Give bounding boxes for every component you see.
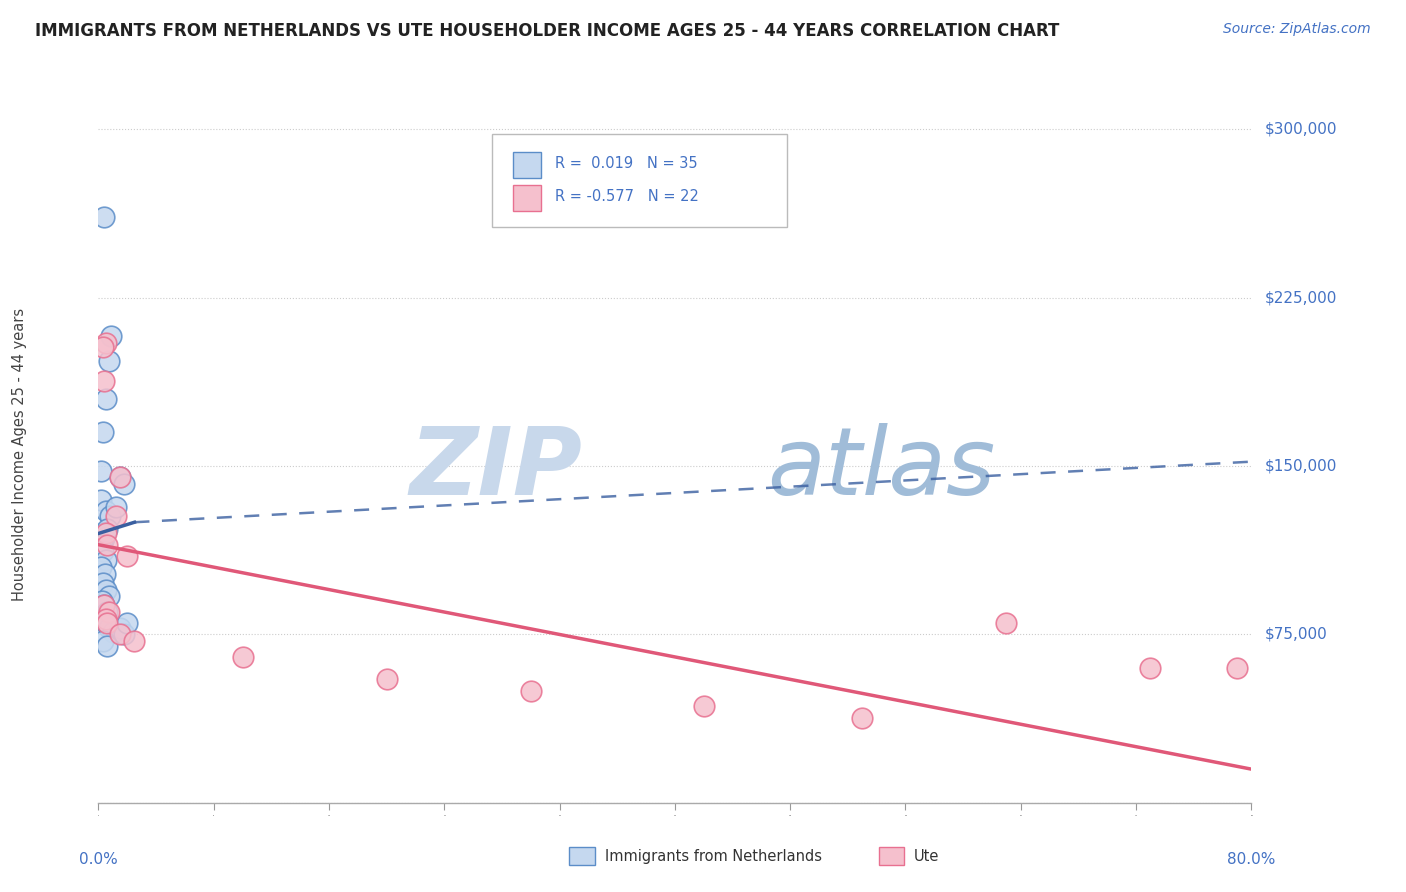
Text: Source: ZipAtlas.com: Source: ZipAtlas.com [1223, 22, 1371, 37]
Point [108, 470, 131, 484]
Point [93, 374, 115, 388]
Point [90, 560, 112, 574]
Point [93, 599, 115, 613]
Point [97, 590, 120, 604]
Point [91, 340, 114, 354]
Text: $75,000: $75,000 [1265, 627, 1329, 642]
Point [96, 605, 118, 619]
Point [93, 544, 115, 558]
Point [995, 616, 1018, 631]
Point [94, 616, 117, 631]
Point [101, 625, 124, 640]
Point [94, 504, 117, 518]
Point [98, 508, 121, 523]
Point [375, 673, 398, 687]
Point [91, 538, 114, 552]
Text: 0.0%: 0.0% [79, 852, 118, 867]
Point [693, 699, 716, 714]
Point [104, 508, 127, 523]
Point [97, 621, 120, 635]
Point [1226, 661, 1249, 675]
Point [96, 582, 118, 597]
Text: IMMIGRANTS FROM NETHERLANDS VS UTE HOUSEHOLDER INCOME AGES 25 - 44 YEARS CORRELA: IMMIGRANTS FROM NETHERLANDS VS UTE HOUSE… [35, 22, 1060, 40]
Point [94, 392, 117, 406]
Point [94, 526, 117, 541]
Point [97, 353, 120, 368]
Text: atlas: atlas [768, 424, 995, 515]
Point [93, 599, 115, 613]
Text: $150,000: $150,000 [1265, 458, 1337, 474]
Point [94, 335, 117, 350]
Point [94, 566, 117, 581]
Point [104, 500, 127, 514]
Point [91, 526, 114, 541]
Point [100, 329, 122, 343]
Point [1139, 661, 1161, 675]
Text: Householder Income Ages 25 - 44 years: Householder Income Ages 25 - 44 years [11, 309, 27, 601]
Point [117, 616, 138, 631]
Point [231, 649, 254, 664]
Point [91, 425, 114, 440]
Point [93, 612, 115, 626]
Text: $225,000: $225,000 [1265, 290, 1337, 305]
Point [91, 575, 114, 590]
Point [108, 621, 131, 635]
Point [94, 553, 117, 567]
Point [91, 594, 114, 608]
Point [90, 492, 112, 507]
Text: 80.0%: 80.0% [1227, 852, 1275, 867]
Text: $300,000: $300,000 [1265, 122, 1337, 137]
Text: R =  0.019   N = 35: R = 0.019 N = 35 [555, 156, 697, 170]
Point [97, 605, 120, 619]
Point [96, 616, 118, 631]
Point [93, 210, 115, 224]
Point [93, 531, 115, 545]
Point [96, 522, 118, 536]
Point [108, 627, 131, 641]
Point [90, 464, 112, 478]
Point [96, 538, 118, 552]
Text: R = -0.577   N = 22: R = -0.577 N = 22 [555, 189, 699, 203]
Point [108, 470, 131, 484]
Point [94, 612, 117, 626]
Point [520, 683, 543, 698]
Point [91, 634, 114, 648]
Point [851, 710, 873, 724]
Point [112, 477, 135, 491]
Text: ZIP: ZIP [409, 423, 582, 515]
Point [124, 634, 146, 648]
Point [117, 549, 138, 563]
Point [96, 639, 118, 653]
Point [112, 627, 135, 641]
Text: Ute: Ute [914, 849, 939, 863]
Text: Immigrants from Netherlands: Immigrants from Netherlands [605, 849, 821, 863]
